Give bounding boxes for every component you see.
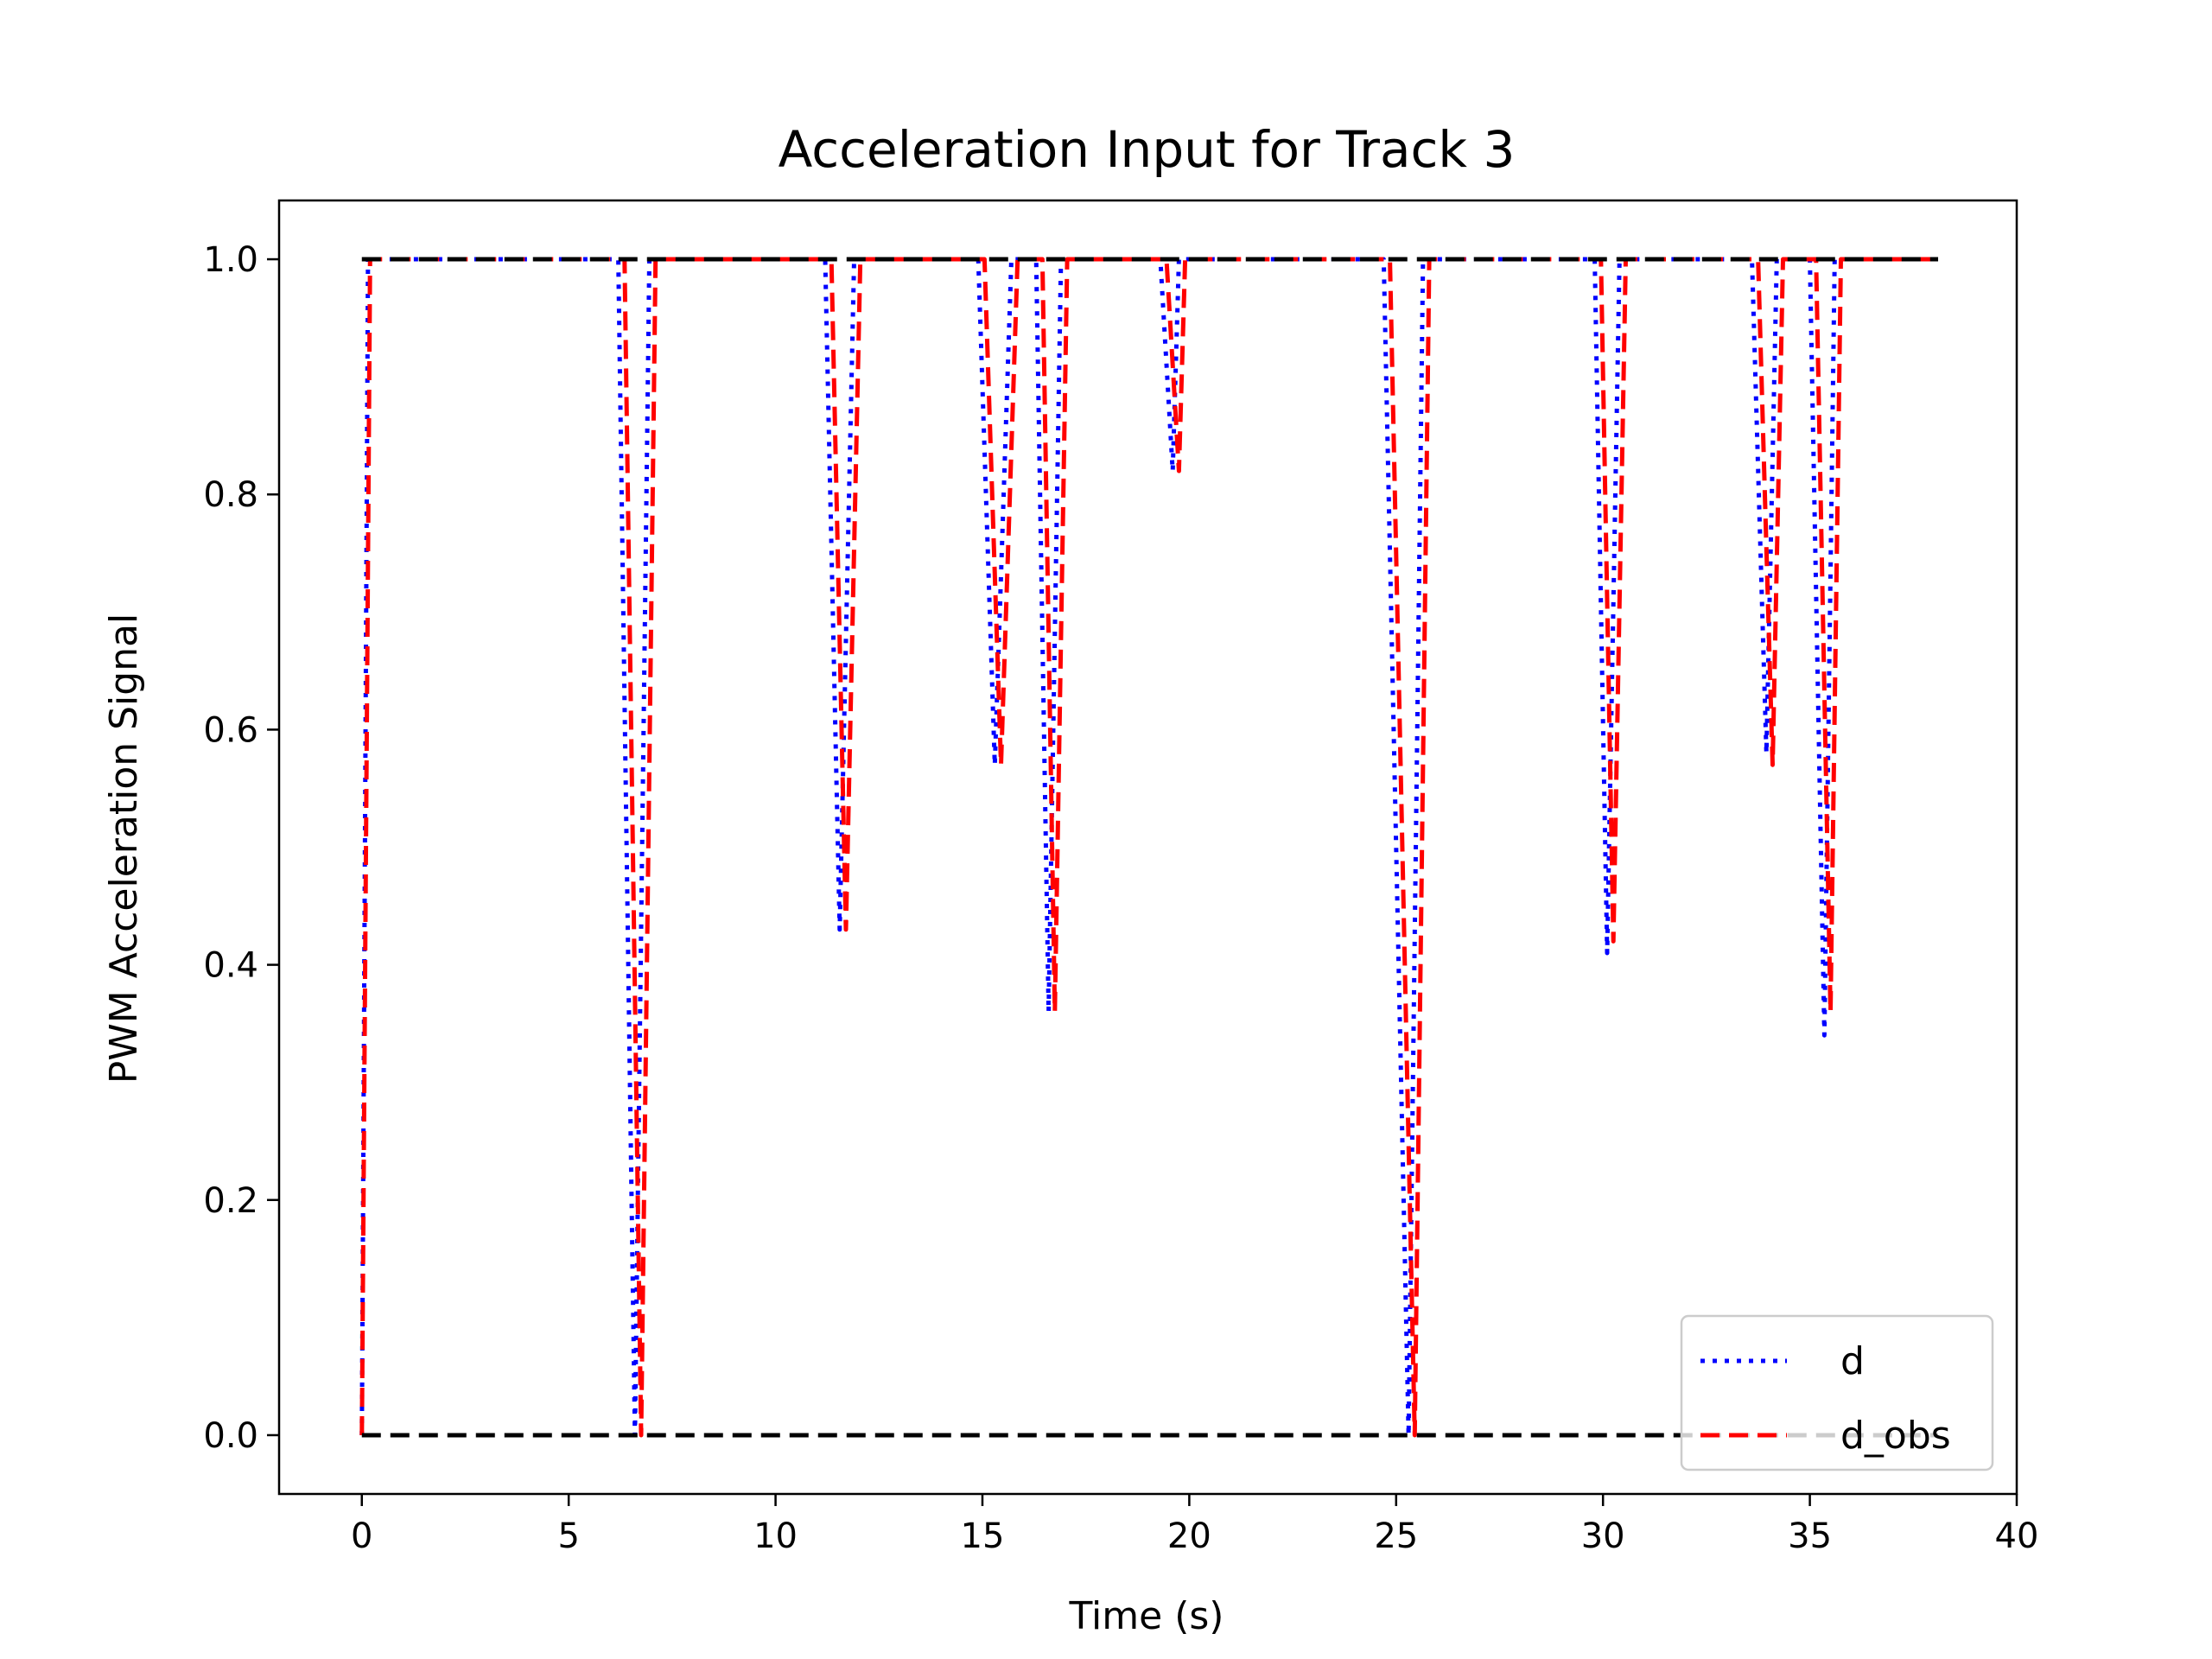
y-tick-label: 0.0 bbox=[203, 1416, 258, 1456]
x-axis-label: Time (s) bbox=[1069, 1594, 1224, 1638]
x-tick-label: 10 bbox=[753, 1516, 798, 1556]
y-tick-label: 1.0 bbox=[203, 240, 258, 280]
legend-box bbox=[1680, 1314, 1994, 1471]
x-tick-label: 20 bbox=[1167, 1516, 1211, 1556]
x-axis: 0 5 10 15 20 25 30 35 40 bbox=[351, 1494, 2038, 1556]
y-tick-label: 0.6 bbox=[203, 710, 258, 750]
x-tick-label: 5 bbox=[557, 1516, 579, 1556]
series-line-d-obs bbox=[359, 257, 1938, 1438]
plot-frame bbox=[277, 199, 2018, 1496]
y-tick-label: 0.4 bbox=[203, 946, 258, 986]
y-tick-label: 0.8 bbox=[203, 475, 258, 515]
y-tick-label: 0.2 bbox=[203, 1181, 258, 1221]
x-tick-label: 30 bbox=[1581, 1516, 1625, 1556]
y-axis: 0.0 0.2 0.4 0.6 0.8 1.0 bbox=[203, 240, 279, 1456]
x-tick-label: 35 bbox=[1788, 1516, 1832, 1556]
x-tick-label: 40 bbox=[1995, 1516, 2039, 1556]
legend-label: d bbox=[1840, 1339, 1865, 1383]
x-tick-label: 0 bbox=[351, 1516, 372, 1556]
x-tick-label: 15 bbox=[961, 1516, 1005, 1556]
legend-label: d_obs bbox=[1840, 1414, 1951, 1458]
legend: d d_obs bbox=[1680, 1314, 1994, 1471]
y-axis-label: PWM Acceleration Signal bbox=[102, 613, 146, 1084]
plot-area bbox=[359, 257, 1939, 1438]
x-tick-label: 25 bbox=[1374, 1516, 1418, 1556]
chart-title: Acceleration Input for Track 3 bbox=[779, 120, 1516, 179]
